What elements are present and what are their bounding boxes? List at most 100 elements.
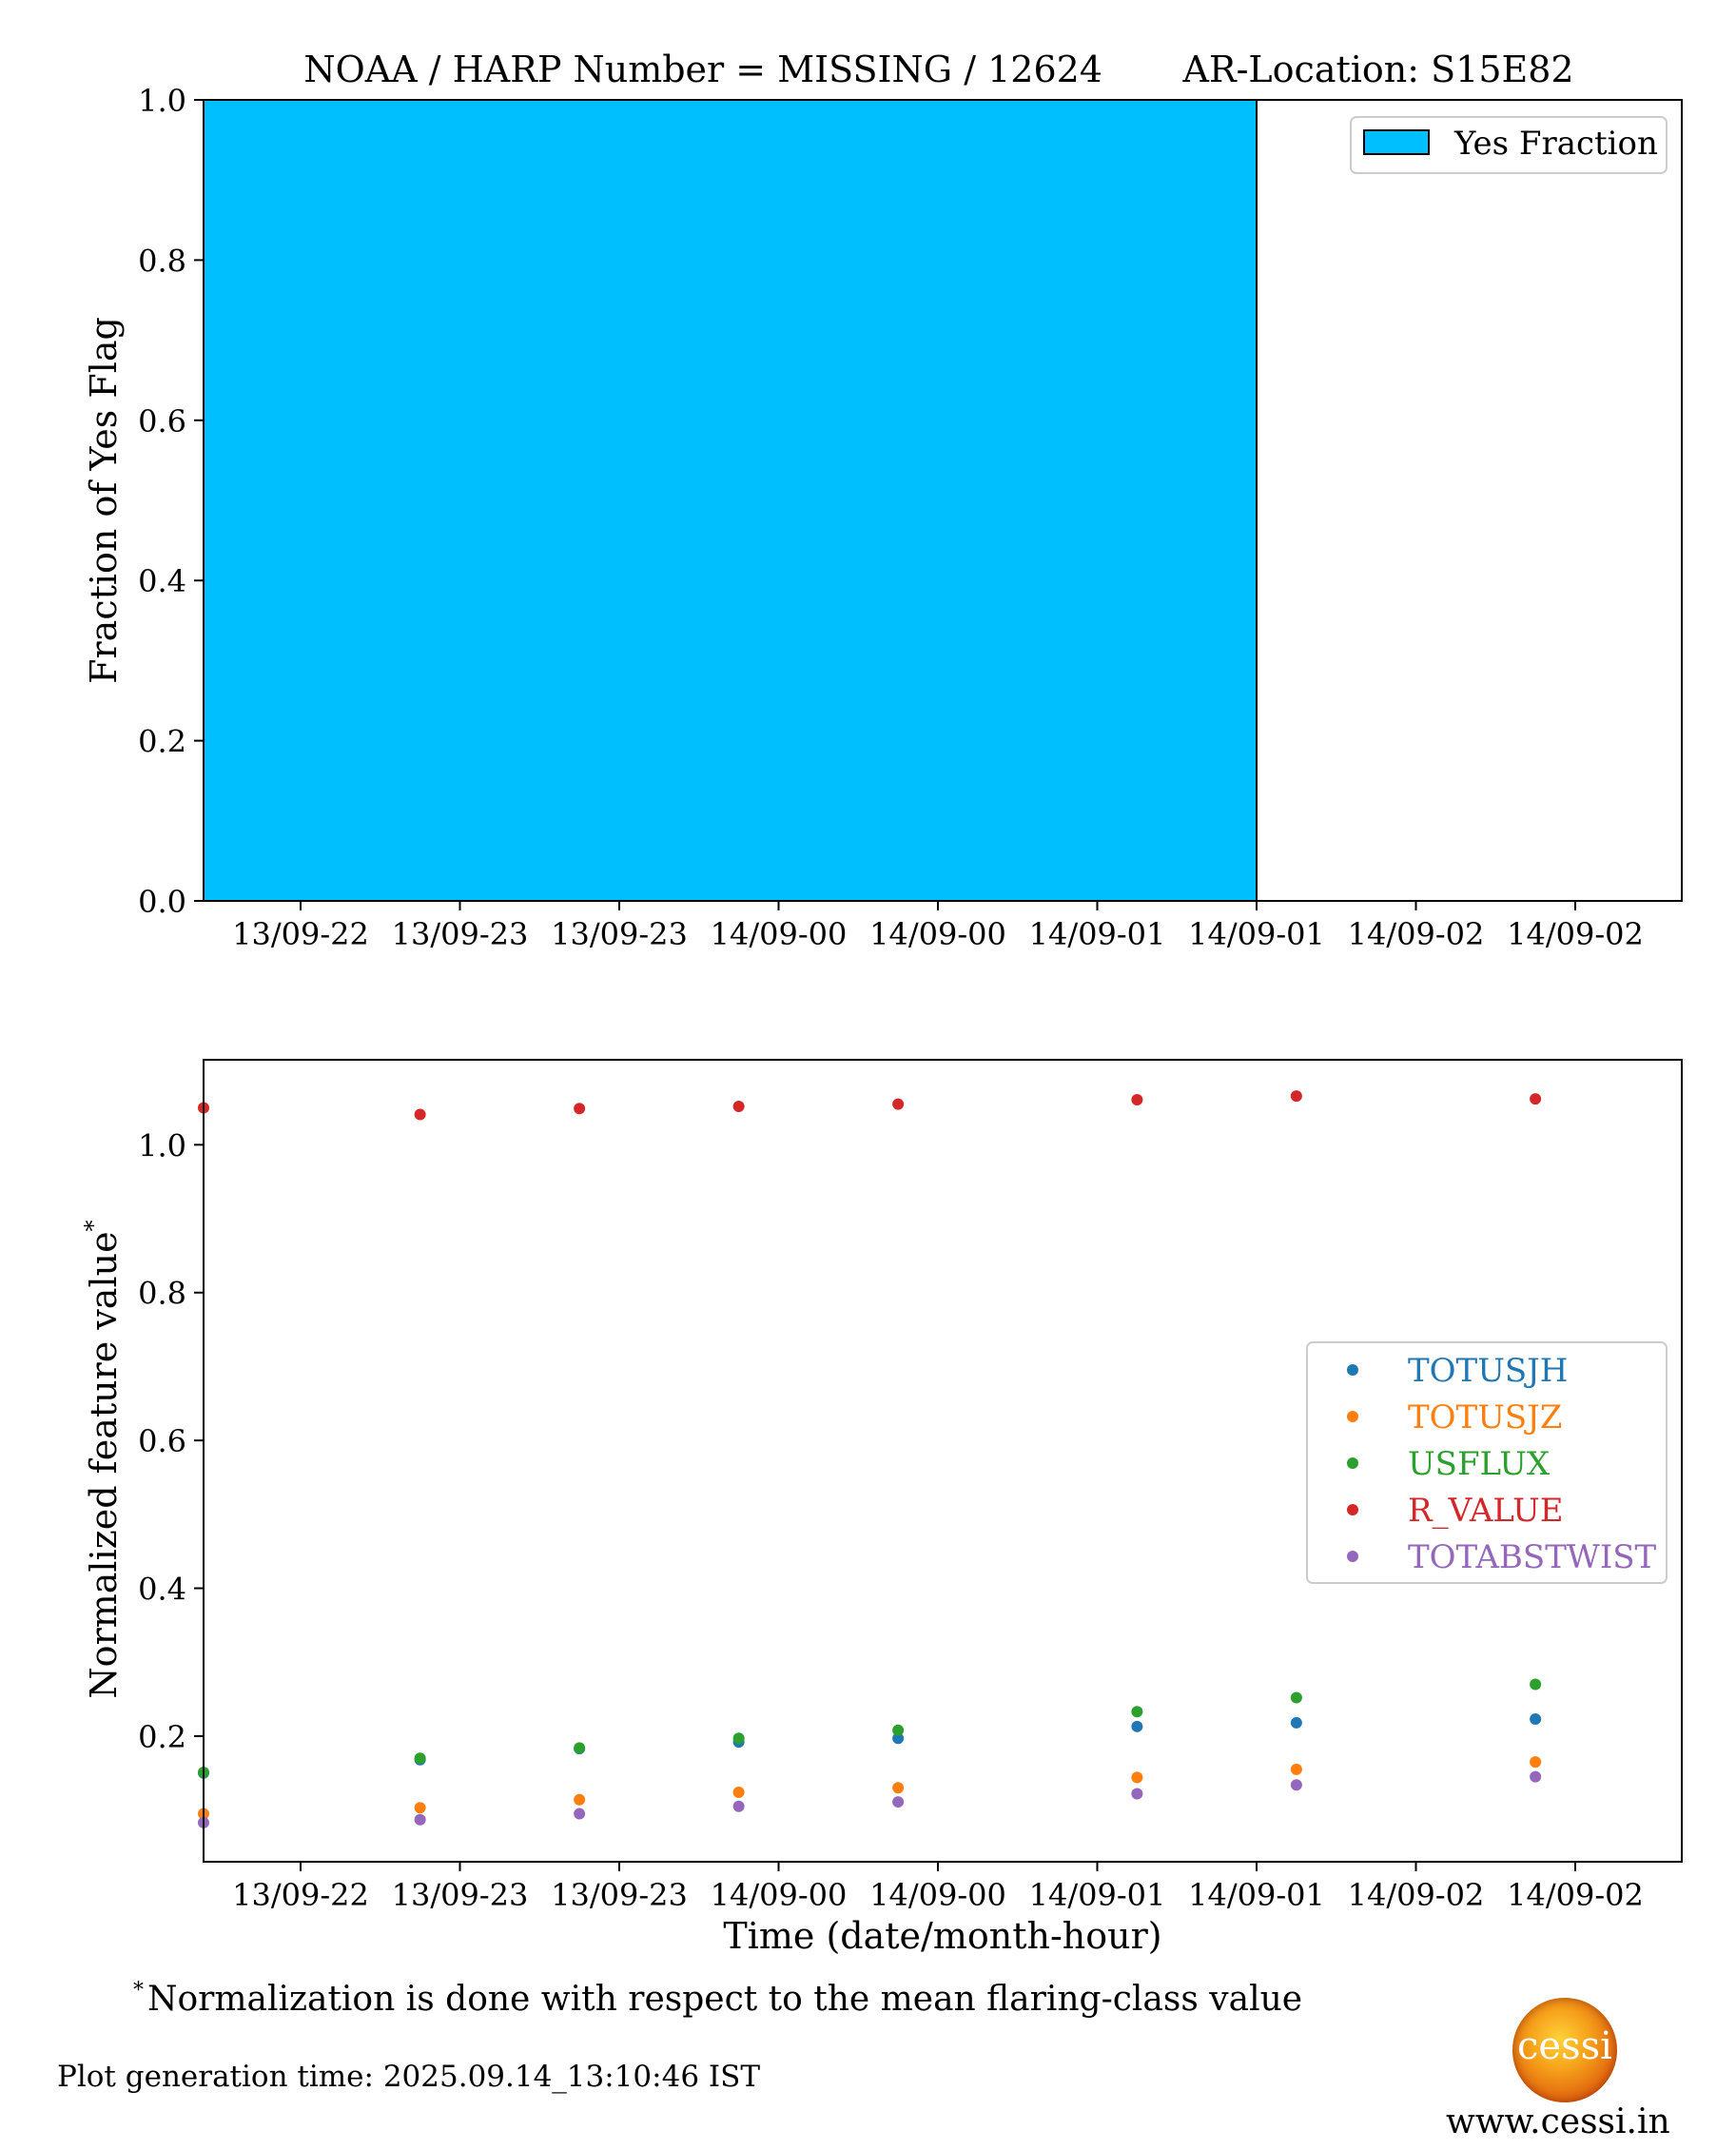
- legend-marker-totusjh: [1347, 1364, 1358, 1376]
- top-legend: Yes Fraction: [1350, 116, 1668, 174]
- point-totusjz-6: [1290, 1763, 1302, 1775]
- top-y-tick-label: 0.4: [138, 563, 186, 599]
- legend-marker-totusjz: [1347, 1411, 1358, 1422]
- cessi-logo-text: cessi: [1517, 2024, 1612, 2068]
- point-r-value-1: [414, 1108, 426, 1121]
- point-totabstwist-3: [732, 1800, 745, 1812]
- point-totusjh-6: [1290, 1716, 1302, 1729]
- footnote-marker: *: [133, 1979, 144, 2003]
- top-x-tick-label: 14/09-01: [1029, 916, 1166, 952]
- point-totabstwist-6: [1290, 1779, 1302, 1791]
- legend-label-yes-fraction: Yes Fraction: [1453, 125, 1658, 163]
- point-r-value-6: [1290, 1090, 1302, 1103]
- legend-label-totabstwist: TOTABSTWIST: [1408, 1538, 1657, 1576]
- cessi-logo: cessi: [1512, 1998, 1617, 2102]
- legend-label-usflux: USFLUX: [1408, 1445, 1551, 1483]
- point-totabstwist-7: [1530, 1770, 1542, 1783]
- yes-fraction-bar-0: [203, 99, 1258, 902]
- point-totusjz-2: [574, 1793, 586, 1806]
- point-totusjz-3: [732, 1786, 745, 1798]
- bottom-chart: 0.2 0.4 0.6 0.8 1.0 13/09-22 13/09-23 13/09-23…: [80, 1059, 1683, 1957]
- top-y-tick-label: 0.8: [138, 243, 186, 279]
- point-usflux-3: [732, 1732, 745, 1745]
- point-usflux-7: [1530, 1678, 1542, 1691]
- top-chart: NOAA / HARP Number = MISSING / 12624 AR-…: [83, 49, 1683, 952]
- bottom-x-tick-label: 14/09-02: [1348, 1877, 1485, 1913]
- point-usflux-6: [1290, 1691, 1302, 1704]
- point-totusjz-1: [414, 1802, 426, 1814]
- plot-generation-time: Plot generation time: 2025.09.14_13:10:4…: [57, 2060, 761, 2094]
- top-x-tick-label: 13/09-23: [551, 916, 688, 952]
- top-x-tick-label: 14/09-01: [1188, 916, 1325, 952]
- point-totabstwist-5: [1131, 1788, 1143, 1800]
- top-y-tick-label: 0.6: [138, 403, 186, 440]
- top-bars-group: [203, 99, 1258, 902]
- point-totabstwist-4: [892, 1796, 905, 1808]
- website-url: www.cessi.in: [1446, 2102, 1670, 2141]
- footnote-text: Normalization is done with respect to th…: [147, 1980, 1303, 2019]
- bottom-y-tick-label: 0.8: [138, 1276, 186, 1312]
- legend-label-totusjz: TOTUSJZ: [1408, 1398, 1562, 1437]
- bottom-y-tick-label: 0.4: [138, 1572, 186, 1608]
- top-y-tick-label: 0.2: [138, 724, 186, 760]
- point-totusjz-5: [1131, 1771, 1143, 1784]
- top-y-tick-label: 1.0: [138, 83, 186, 119]
- legend-label-totusjh: TOTUSJH: [1408, 1352, 1568, 1390]
- top-y-axis-label: Fraction of Yes Flag: [83, 317, 125, 684]
- point-r-value-4: [892, 1098, 905, 1110]
- top-x-tick-label: 14/09-02: [1507, 916, 1644, 952]
- bottom-y-tick-label: 0.6: [138, 1423, 186, 1459]
- bottom-plot-frame: [203, 1059, 1683, 1863]
- bottom-x-tick-label: 13/09-23: [392, 1877, 529, 1913]
- point-r-value-2: [574, 1103, 586, 1115]
- bottom-x-tick-label: 14/09-00: [869, 1877, 1006, 1913]
- bottom-legend: TOTUSJH TOTUSJZ USFLUX R_VALUE TOTABSTWIST: [1306, 1341, 1668, 1584]
- top-y-ticks: 0.0 0.2 0.4 0.6 0.8 1.0: [138, 83, 204, 920]
- bottom-y-tick-label: 0.2: [138, 1719, 186, 1755]
- top-x-tick-label: 13/09-23: [392, 916, 529, 952]
- bottom-x-tick-label: 13/09-23: [551, 1877, 688, 1913]
- top-x-tick-label: 14/09-00: [869, 916, 1006, 952]
- top-x-tick-label: 14/09-00: [711, 916, 848, 952]
- bottom-x-tick-label: 14/09-00: [711, 1877, 848, 1913]
- point-totusjz-4: [892, 1782, 905, 1794]
- bottom-legend-box: [1306, 1341, 1668, 1584]
- bottom-x-tick-label: 14/09-01: [1029, 1877, 1166, 1913]
- point-totabstwist-2: [574, 1808, 586, 1820]
- bottom-x-tick-label: 14/09-02: [1507, 1877, 1644, 1913]
- point-totusjh-4: [892, 1732, 905, 1745]
- top-y-tick-label: 0.0: [138, 884, 186, 920]
- legend-swatch-yes-fraction: [1363, 129, 1430, 155]
- bottom-x-axis-label: Time (date/month-hour): [723, 1915, 1161, 1957]
- bottom-y-axis-label: Normalized feature value*: [80, 1220, 125, 1698]
- point-usflux-4: [892, 1724, 905, 1736]
- bottom-scatter-points: [198, 1090, 1542, 1828]
- top-x-ticks: 13/09-22 13/09-23 13/09-23 14/09-00 14/09-00…: [232, 901, 1644, 952]
- bottom-y-tick-label: 1.0: [138, 1127, 186, 1163]
- point-usflux-5: [1131, 1706, 1143, 1718]
- top-x-tick-label: 14/09-02: [1348, 916, 1485, 952]
- legend-label-r-value: R_VALUE: [1408, 1492, 1564, 1530]
- top-x-tick-label: 13/09-22: [232, 916, 369, 952]
- bottom-y-axis-label-group: Normalized feature value*: [80, 1220, 125, 1698]
- point-totabstwist-1: [414, 1813, 426, 1826]
- bottom-x-ticks: 13/09-22 13/09-23 13/09-23 14/09-00 14/09-00…: [232, 1862, 1644, 1913]
- point-totusjh-5: [1131, 1720, 1143, 1732]
- point-r-value-3: [732, 1100, 745, 1112]
- point-totusjz-7: [1530, 1756, 1542, 1769]
- bottom-x-tick-label: 13/09-22: [232, 1877, 369, 1913]
- point-usflux-2: [574, 1742, 586, 1754]
- legend-marker-r-value: [1347, 1504, 1358, 1515]
- point-usflux-1: [414, 1752, 426, 1765]
- footnote: * Normalization is done with respect to t…: [133, 1979, 1302, 2019]
- bottom-x-tick-label: 14/09-01: [1188, 1877, 1325, 1913]
- top-chart-title: NOAA / HARP Number = MISSING / 12624 AR-…: [303, 49, 1573, 90]
- bottom-y-ticks: 0.2 0.4 0.6 0.8 1.0: [138, 1127, 204, 1755]
- legend-marker-usflux: [1347, 1457, 1358, 1469]
- point-totusjh-7: [1530, 1713, 1542, 1726]
- top-plot-frame: [203, 99, 1683, 902]
- point-r-value-7: [1530, 1093, 1542, 1105]
- point-r-value-5: [1131, 1093, 1143, 1105]
- legend-marker-totabstwist: [1347, 1551, 1358, 1562]
